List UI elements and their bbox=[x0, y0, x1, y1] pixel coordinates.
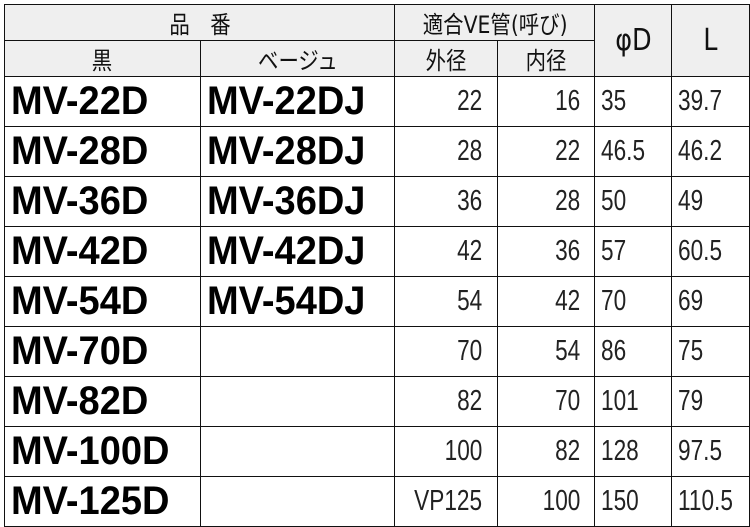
header-beige: ベージュ bbox=[199, 40, 396, 77]
header-inner: 内径 bbox=[496, 40, 596, 77]
cell-phi-d: 70 bbox=[594, 276, 672, 327]
cell-length: 69 bbox=[671, 276, 750, 327]
header-l: L bbox=[671, 4, 750, 77]
table-row: MV-100D 100 82 128 97.5 bbox=[4, 426, 750, 477]
cell-beige-model: MV-22DJ bbox=[199, 76, 396, 127]
cell-black-model: MV-82D bbox=[4, 376, 201, 427]
cell-black-model: MV-54D bbox=[4, 276, 201, 327]
header-phi-d: φD bbox=[594, 4, 672, 77]
table-row: MV-82D 82 70 101 79 bbox=[4, 376, 750, 427]
header-part-number: 品 番 bbox=[3, 4, 396, 41]
cell-beige-model bbox=[199, 426, 396, 477]
cell-outer-diameter: VP125 bbox=[394, 476, 498, 527]
cell-phi-d: 128 bbox=[594, 426, 672, 477]
cell-length: 39.7 bbox=[671, 76, 750, 127]
table-row: MV-70D 70 54 86 75 bbox=[4, 326, 750, 377]
cell-inner-diameter: 54 bbox=[496, 326, 596, 377]
table-row: MV-28D MV-28DJ 28 22 46.5 46.2 bbox=[4, 126, 750, 177]
cell-phi-d: 50 bbox=[594, 176, 672, 227]
cell-outer-diameter: 70 bbox=[394, 326, 498, 377]
cell-length: 46.2 bbox=[671, 126, 750, 177]
header-fit-pipe: 適合VE管(呼び) bbox=[394, 4, 596, 41]
cell-length: 75 bbox=[671, 326, 750, 377]
cell-length: 79 bbox=[671, 376, 750, 427]
cell-inner-diameter: 16 bbox=[496, 76, 596, 127]
table-row: MV-125D VP125 100 150 110.5 bbox=[4, 476, 750, 527]
cell-beige-model bbox=[199, 326, 396, 377]
cell-outer-diameter: 100 bbox=[394, 426, 498, 477]
table-row: MV-42D MV-42DJ 42 36 57 60.5 bbox=[4, 226, 750, 277]
cell-inner-diameter: 36 bbox=[496, 226, 596, 277]
cell-beige-model bbox=[199, 376, 396, 427]
cell-beige-model: MV-54DJ bbox=[199, 276, 396, 327]
cell-black-model: MV-70D bbox=[4, 326, 201, 377]
cell-phi-d: 101 bbox=[594, 376, 672, 427]
cell-outer-diameter: 22 bbox=[394, 76, 498, 127]
product-spec-table: 品 番 適合VE管(呼び) φD L 黒 ベージュ 外径 内径 MV-22D MV… bbox=[3, 4, 750, 527]
cell-outer-diameter: 36 bbox=[394, 176, 498, 227]
cell-outer-diameter: 28 bbox=[394, 126, 498, 177]
cell-length: 97.5 bbox=[671, 426, 750, 477]
cell-inner-diameter: 28 bbox=[496, 176, 596, 227]
table-row: MV-54D MV-54DJ 54 42 70 69 bbox=[4, 276, 750, 327]
cell-outer-diameter: 82 bbox=[394, 376, 498, 427]
table-row: MV-36D MV-36DJ 36 28 50 49 bbox=[4, 176, 750, 227]
cell-length: 60.5 bbox=[671, 226, 750, 277]
cell-phi-d: 57 bbox=[594, 226, 672, 277]
cell-black-model: MV-28D bbox=[4, 126, 201, 177]
cell-black-model: MV-125D bbox=[4, 476, 201, 527]
cell-inner-diameter: 42 bbox=[496, 276, 596, 327]
cell-beige-model: MV-42DJ bbox=[199, 226, 396, 277]
cell-inner-diameter: 70 bbox=[496, 376, 596, 427]
cell-phi-d: 46.5 bbox=[594, 126, 672, 177]
cell-beige-model: MV-28DJ bbox=[199, 126, 396, 177]
cell-inner-diameter: 22 bbox=[496, 126, 596, 177]
cell-length: 49 bbox=[671, 176, 750, 227]
cell-black-model: MV-36D bbox=[4, 176, 201, 227]
cell-inner-diameter: 100 bbox=[496, 476, 596, 527]
cell-black-model: MV-42D bbox=[4, 226, 201, 277]
cell-black-model: MV-100D bbox=[4, 426, 201, 477]
cell-inner-diameter: 82 bbox=[496, 426, 596, 477]
header-outer: 外径 bbox=[394, 40, 498, 77]
cell-phi-d: 86 bbox=[594, 326, 672, 377]
cell-black-model: MV-22D bbox=[4, 76, 201, 127]
cell-beige-model bbox=[199, 476, 396, 527]
header-black: 黒 bbox=[4, 40, 201, 77]
table-row: MV-22D MV-22DJ 22 16 35 39.7 bbox=[4, 76, 750, 127]
cell-outer-diameter: 54 bbox=[394, 276, 498, 327]
cell-length: 110.5 bbox=[671, 476, 750, 527]
cell-outer-diameter: 42 bbox=[394, 226, 498, 277]
cell-phi-d: 35 bbox=[594, 76, 672, 127]
cell-phi-d: 150 bbox=[594, 476, 672, 527]
cell-beige-model: MV-36DJ bbox=[199, 176, 396, 227]
